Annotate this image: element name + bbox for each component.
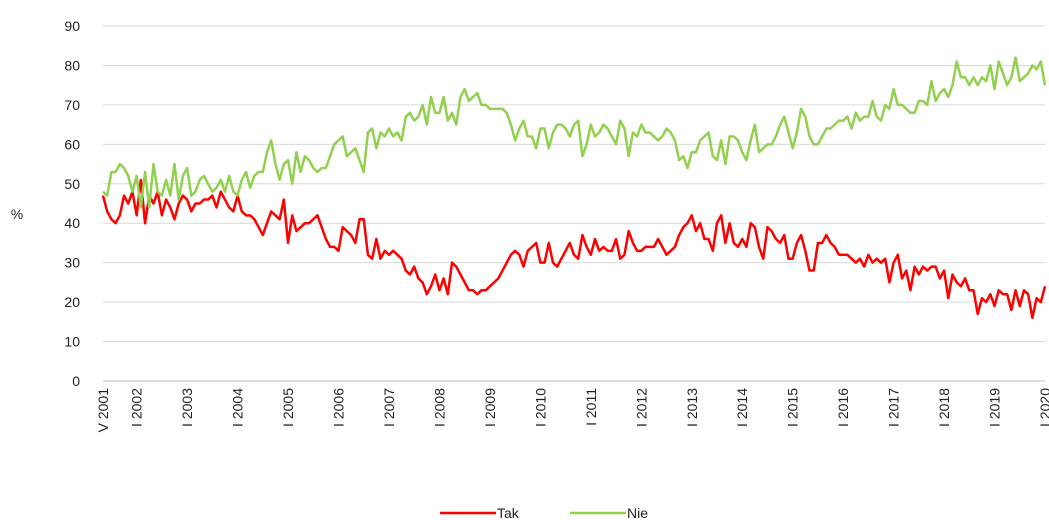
x-tick-label: I 2019 — [987, 388, 1003, 427]
y-tick-label: 70 — [64, 97, 80, 113]
y-tick-label: 60 — [64, 136, 80, 152]
y-tick-label: 80 — [64, 57, 80, 73]
line-series — [102, 56, 1047, 209]
y-axis-label: % — [11, 206, 23, 222]
x-tick-label: I 2015 — [785, 388, 801, 427]
x-tick-label: I 2020 — [1037, 388, 1049, 427]
y-tick-label: 20 — [64, 294, 80, 310]
x-tick-label: V 2001 — [95, 388, 111, 433]
x-tick-label: I 2007 — [381, 388, 397, 427]
x-tick-label: I 2002 — [129, 388, 145, 427]
x-tick-label: I 2018 — [936, 388, 952, 427]
x-tick-label: I 2008 — [431, 388, 447, 427]
y-tick-label: 90 — [64, 18, 80, 34]
x-tick-label: I 2013 — [684, 388, 700, 427]
x-tick-label: I 2003 — [179, 388, 195, 427]
x-tick-label: I 2012 — [633, 388, 649, 427]
y-tick-label: 50 — [64, 176, 80, 192]
x-tick-label: I 2017 — [886, 388, 902, 427]
line-series — [101, 178, 1047, 320]
x-tick-label: I 2004 — [230, 388, 246, 427]
x-tick-label: I 2010 — [532, 388, 548, 427]
x-tick-label: I 2011 — [583, 388, 599, 426]
y-tick-label: 30 — [64, 255, 80, 271]
legend-label: Nie — [627, 505, 648, 520]
y-tick-label: 0 — [72, 373, 80, 389]
legend-label: Tak — [497, 505, 520, 520]
y-tick-label: 10 — [64, 334, 80, 350]
y-tick-label: 40 — [64, 215, 80, 231]
x-tick-label: I 2005 — [280, 388, 296, 427]
x-tick-label: I 2006 — [331, 388, 347, 427]
x-tick-label: I 2014 — [734, 388, 750, 427]
x-tick-label: I 2016 — [835, 388, 851, 427]
x-tick-label: I 2009 — [482, 388, 498, 427]
